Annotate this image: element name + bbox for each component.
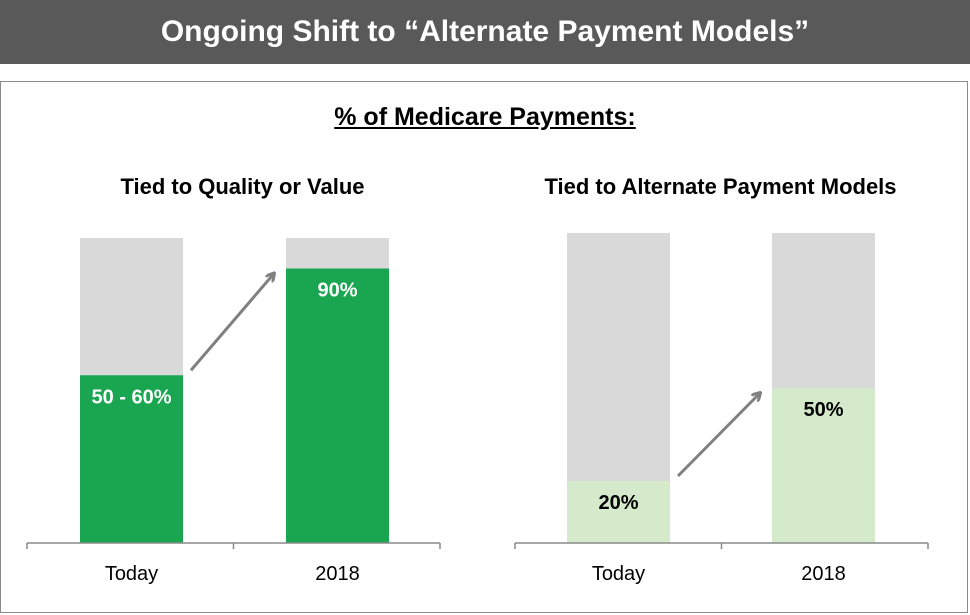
apm-value-label-today: 20% [598, 492, 638, 514]
apm-bar-today [567, 481, 670, 543]
quality-category-label-2018: 2018 [315, 563, 360, 585]
subtitle: % of Medicare Payments: [334, 103, 636, 131]
apm-bar-2018 [772, 388, 875, 543]
banner-title: Ongoing Shift to “Alternate Payment Mode… [0, 0, 970, 64]
chart-title-apm: Tied to Alternate Payment Models [544, 174, 897, 199]
quality-value-label-today: 50 - 60% [91, 386, 171, 408]
chart-title-quality: Tied to Quality or Value [120, 174, 365, 199]
quality-bar-today [80, 375, 183, 543]
apm-trend-arrow [676, 393, 760, 478]
quality-trend-arrow [189, 274, 274, 372]
quality-category-label-today: Today [105, 563, 158, 585]
quality-bar-2018 [286, 268, 389, 543]
apm-category-label-2018: 2018 [801, 563, 846, 585]
chart-frame [0, 81, 968, 613]
quality-value-label-2018: 90% [317, 280, 357, 302]
apm-value-label-2018: 50% [803, 399, 843, 421]
apm-category-label-today: Today [592, 563, 645, 585]
